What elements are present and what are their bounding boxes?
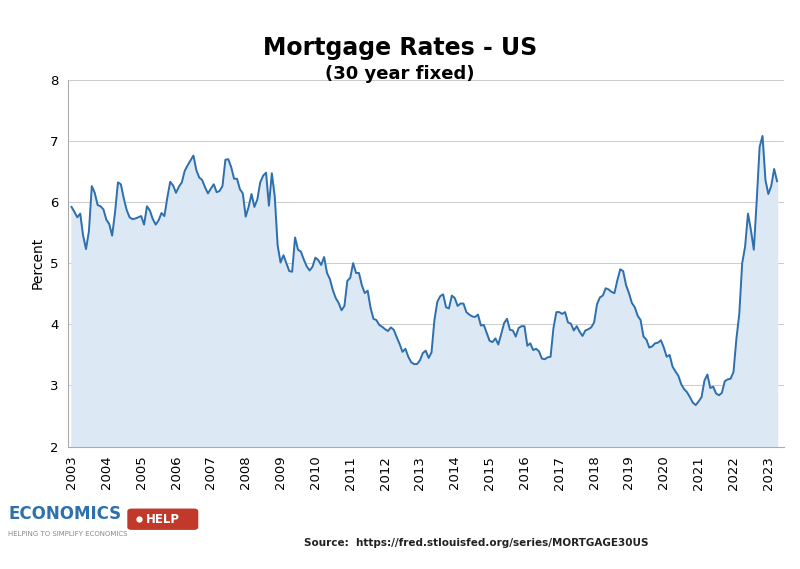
Text: Mortgage Rates - US: Mortgage Rates - US [263,36,537,60]
FancyBboxPatch shape [128,509,198,529]
Y-axis label: Percent: Percent [30,237,44,289]
Text: ECONOMICS: ECONOMICS [8,505,121,523]
Text: HELP: HELP [146,513,180,526]
Text: (30 year fixed): (30 year fixed) [326,64,474,83]
Text: Source:  https://fred.stlouisfed.org/series/MORTGAGE30US: Source: https://fred.stlouisfed.org/seri… [304,538,649,549]
Text: HELPING TO SIMPLIFY ECONOMICS: HELPING TO SIMPLIFY ECONOMICS [8,530,127,537]
